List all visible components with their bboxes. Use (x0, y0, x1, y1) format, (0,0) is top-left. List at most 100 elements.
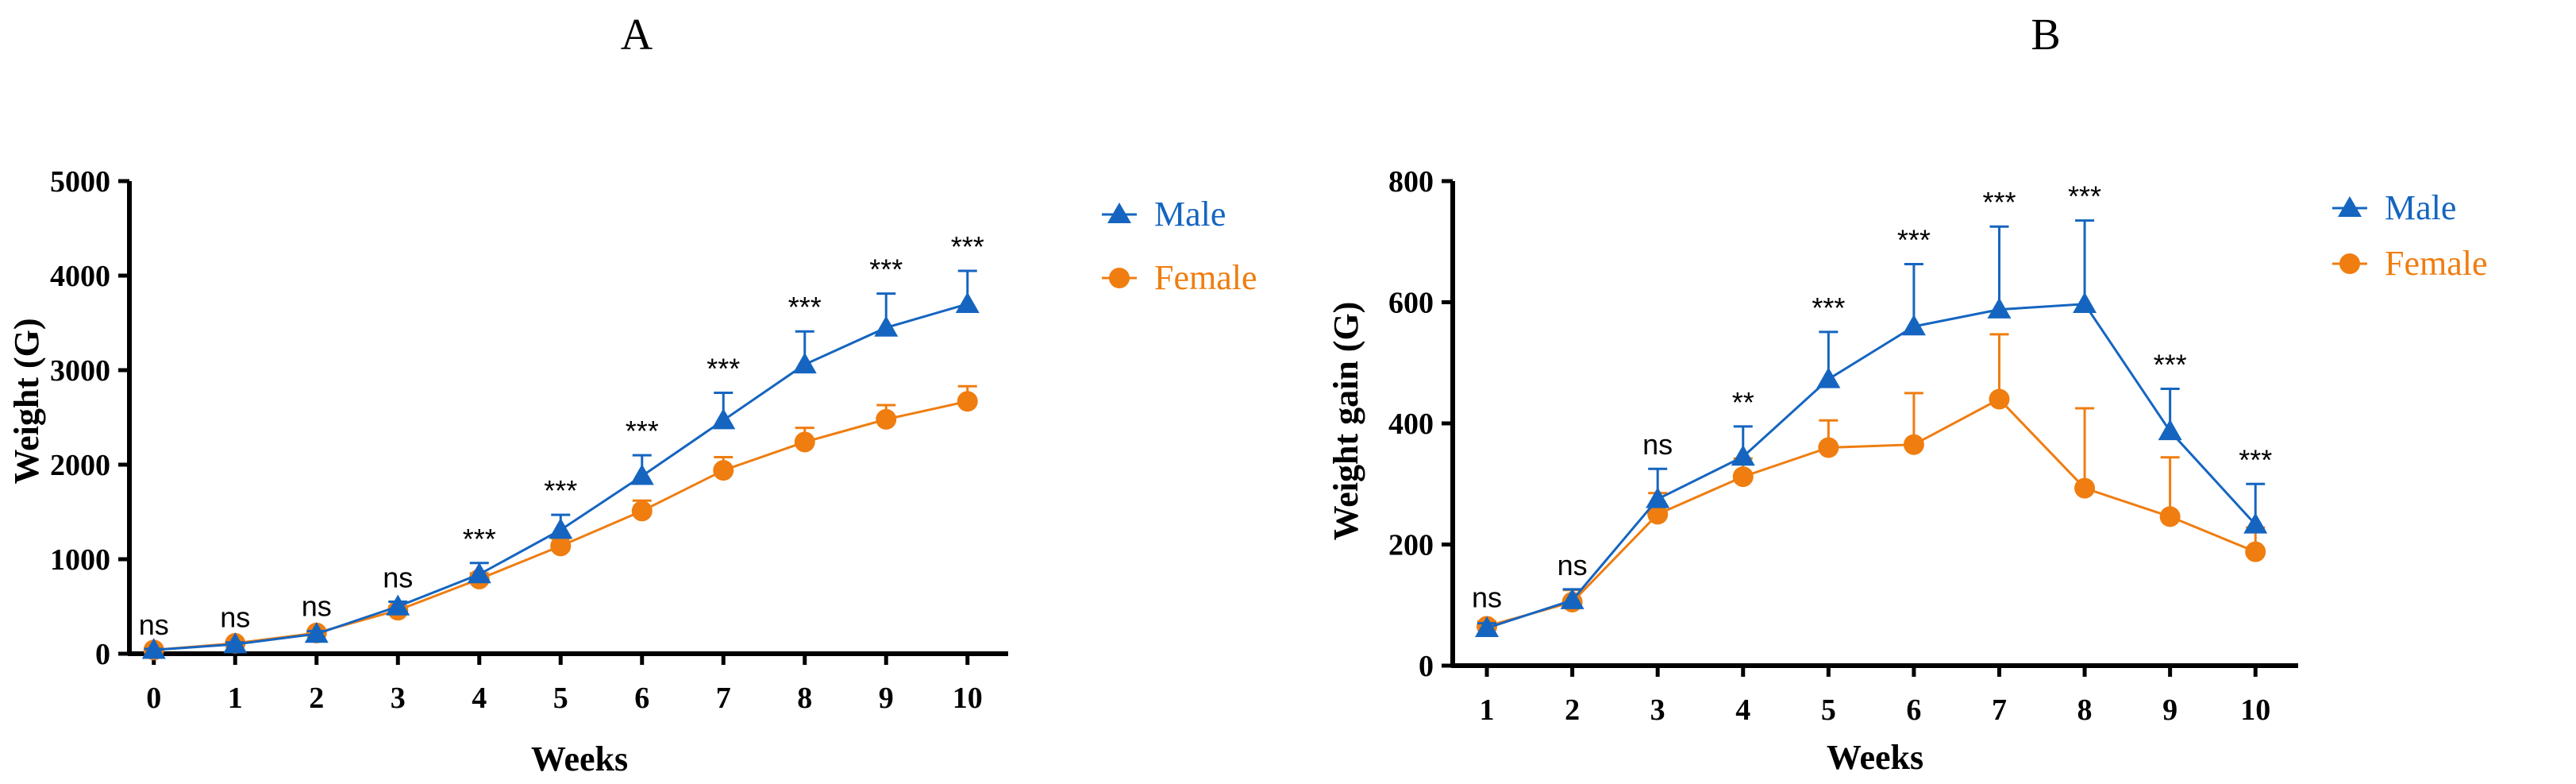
x-tick-label: 1 (228, 682, 243, 715)
y-tick-label: 200 (1388, 529, 1434, 562)
legend-label: Male (2385, 188, 2456, 227)
x-tick-label: 9 (879, 682, 894, 715)
data-point (792, 352, 817, 374)
significance-label: ns (220, 601, 250, 634)
data-point (1903, 434, 1924, 455)
y-tick-label: 800 (1388, 165, 1434, 199)
legend: Male Female (2332, 188, 2488, 283)
significance-label: *** (544, 474, 577, 507)
x-tick-label: 10 (953, 682, 983, 715)
data-point (957, 391, 978, 412)
data-point (549, 518, 573, 539)
data-point (1647, 504, 1669, 525)
y-tick-label: 600 (1388, 287, 1434, 320)
data-point (1816, 367, 1841, 388)
x-axis-title: Weeks (1827, 738, 1923, 777)
x-tick-label: 5 (1821, 693, 1836, 727)
data-point (955, 292, 980, 313)
x-tick-label: 4 (472, 682, 487, 715)
x-tick-label: 3 (391, 682, 406, 715)
data-point (386, 594, 410, 616)
data-point (711, 408, 736, 430)
chart-panel-b: B Weight gain (G) Weeks 0 200 400 600 800 1 2 3… (1327, 10, 2488, 777)
legend-label: Female (1154, 258, 1257, 297)
x-axis-title: Weeks (531, 740, 628, 778)
significance-label: *** (2154, 349, 2187, 381)
significance-label: ns (1472, 581, 1502, 613)
x-tick-label: 1 (1480, 693, 1495, 727)
x-tick-label: 3 (1650, 693, 1665, 727)
y-tick-label: 5000 (50, 165, 110, 199)
plot-marks: ns ns ns ns *** *** *** *** *** *** *** (139, 230, 984, 661)
significance-label: *** (2239, 443, 2272, 476)
data-point (1475, 616, 1500, 637)
significance-label: ns (139, 608, 169, 641)
legend-marker (1107, 203, 1131, 223)
axes: 0 200 400 600 800 1 2 3 4 5 6 7 8 9 10 (1388, 165, 2298, 727)
data-point (1646, 487, 1670, 508)
significance-label: ns (1558, 549, 1588, 581)
significance-label: *** (1897, 223, 1931, 256)
x-tick-label: 4 (1735, 693, 1750, 727)
significance-label: ns (1642, 428, 1673, 461)
x-tick-label: 5 (553, 682, 568, 715)
data-point (631, 500, 653, 522)
y-tick-label: 3000 (50, 354, 110, 388)
data-point (1901, 315, 1926, 336)
y-tick-label: 400 (1388, 407, 1434, 441)
data-point (2073, 292, 2097, 314)
x-tick-label: 9 (2162, 693, 2177, 727)
x-tick-label: 2 (1565, 693, 1580, 727)
data-point (1989, 388, 2010, 410)
significance-label: ns (383, 562, 413, 594)
data-point (2074, 477, 2096, 499)
significance-label: ns (302, 589, 332, 622)
data-point (1987, 297, 2012, 319)
data-point (2158, 419, 2182, 441)
data-point (630, 464, 654, 485)
x-tick-label: 7 (716, 682, 731, 715)
chart-title: B (2031, 10, 2060, 60)
data-point (141, 638, 166, 659)
significance-label: *** (788, 291, 822, 323)
significance-label: *** (463, 523, 496, 555)
data-point (1560, 588, 1584, 609)
data-point (2159, 506, 2181, 527)
legend-label: Female (2385, 244, 2488, 283)
axes: 0 1000 2000 3000 4000 5000 0 1 2 3 4 5 6 7 8 9 10 (50, 165, 1008, 715)
data-point (1818, 437, 1839, 458)
legend-marker (1109, 268, 1130, 288)
y-tick-label: 2000 (50, 449, 110, 482)
data-point (2243, 512, 2268, 534)
data-point (876, 408, 897, 430)
significance-label: *** (951, 230, 984, 263)
data-point (1732, 466, 1754, 488)
series-line (1486, 303, 2257, 630)
significance-label: *** (869, 253, 903, 286)
x-tick-label: 6 (1906, 693, 1921, 727)
x-tick-label: 8 (797, 682, 812, 715)
chart-panel-a: A Weight (G) Weeks 0 1000 2000 3000 4000 5000… (7, 10, 1257, 778)
series-line (1486, 397, 2256, 628)
data-point (2245, 541, 2266, 562)
data-point (304, 622, 329, 643)
x-tick-label: 6 (634, 682, 649, 715)
data-point (794, 431, 815, 453)
data-point (713, 460, 734, 481)
chart-title: A (621, 10, 653, 60)
legend-label: Male (1154, 195, 1226, 234)
data-point (223, 632, 248, 654)
significance-label: *** (2068, 180, 2101, 213)
x-tick-label: 0 (146, 682, 161, 715)
x-tick-label: 10 (2240, 693, 2270, 727)
y-axis-title: Weight gain (G) (1327, 302, 1365, 541)
legend: Male Female (1102, 195, 1257, 297)
data-point (467, 562, 491, 584)
legend-marker (2338, 196, 2362, 217)
significance-label: *** (1812, 292, 1845, 324)
legend-marker (2339, 253, 2360, 274)
x-tick-label: 8 (2077, 693, 2093, 727)
significance-label: ** (1732, 386, 1754, 419)
